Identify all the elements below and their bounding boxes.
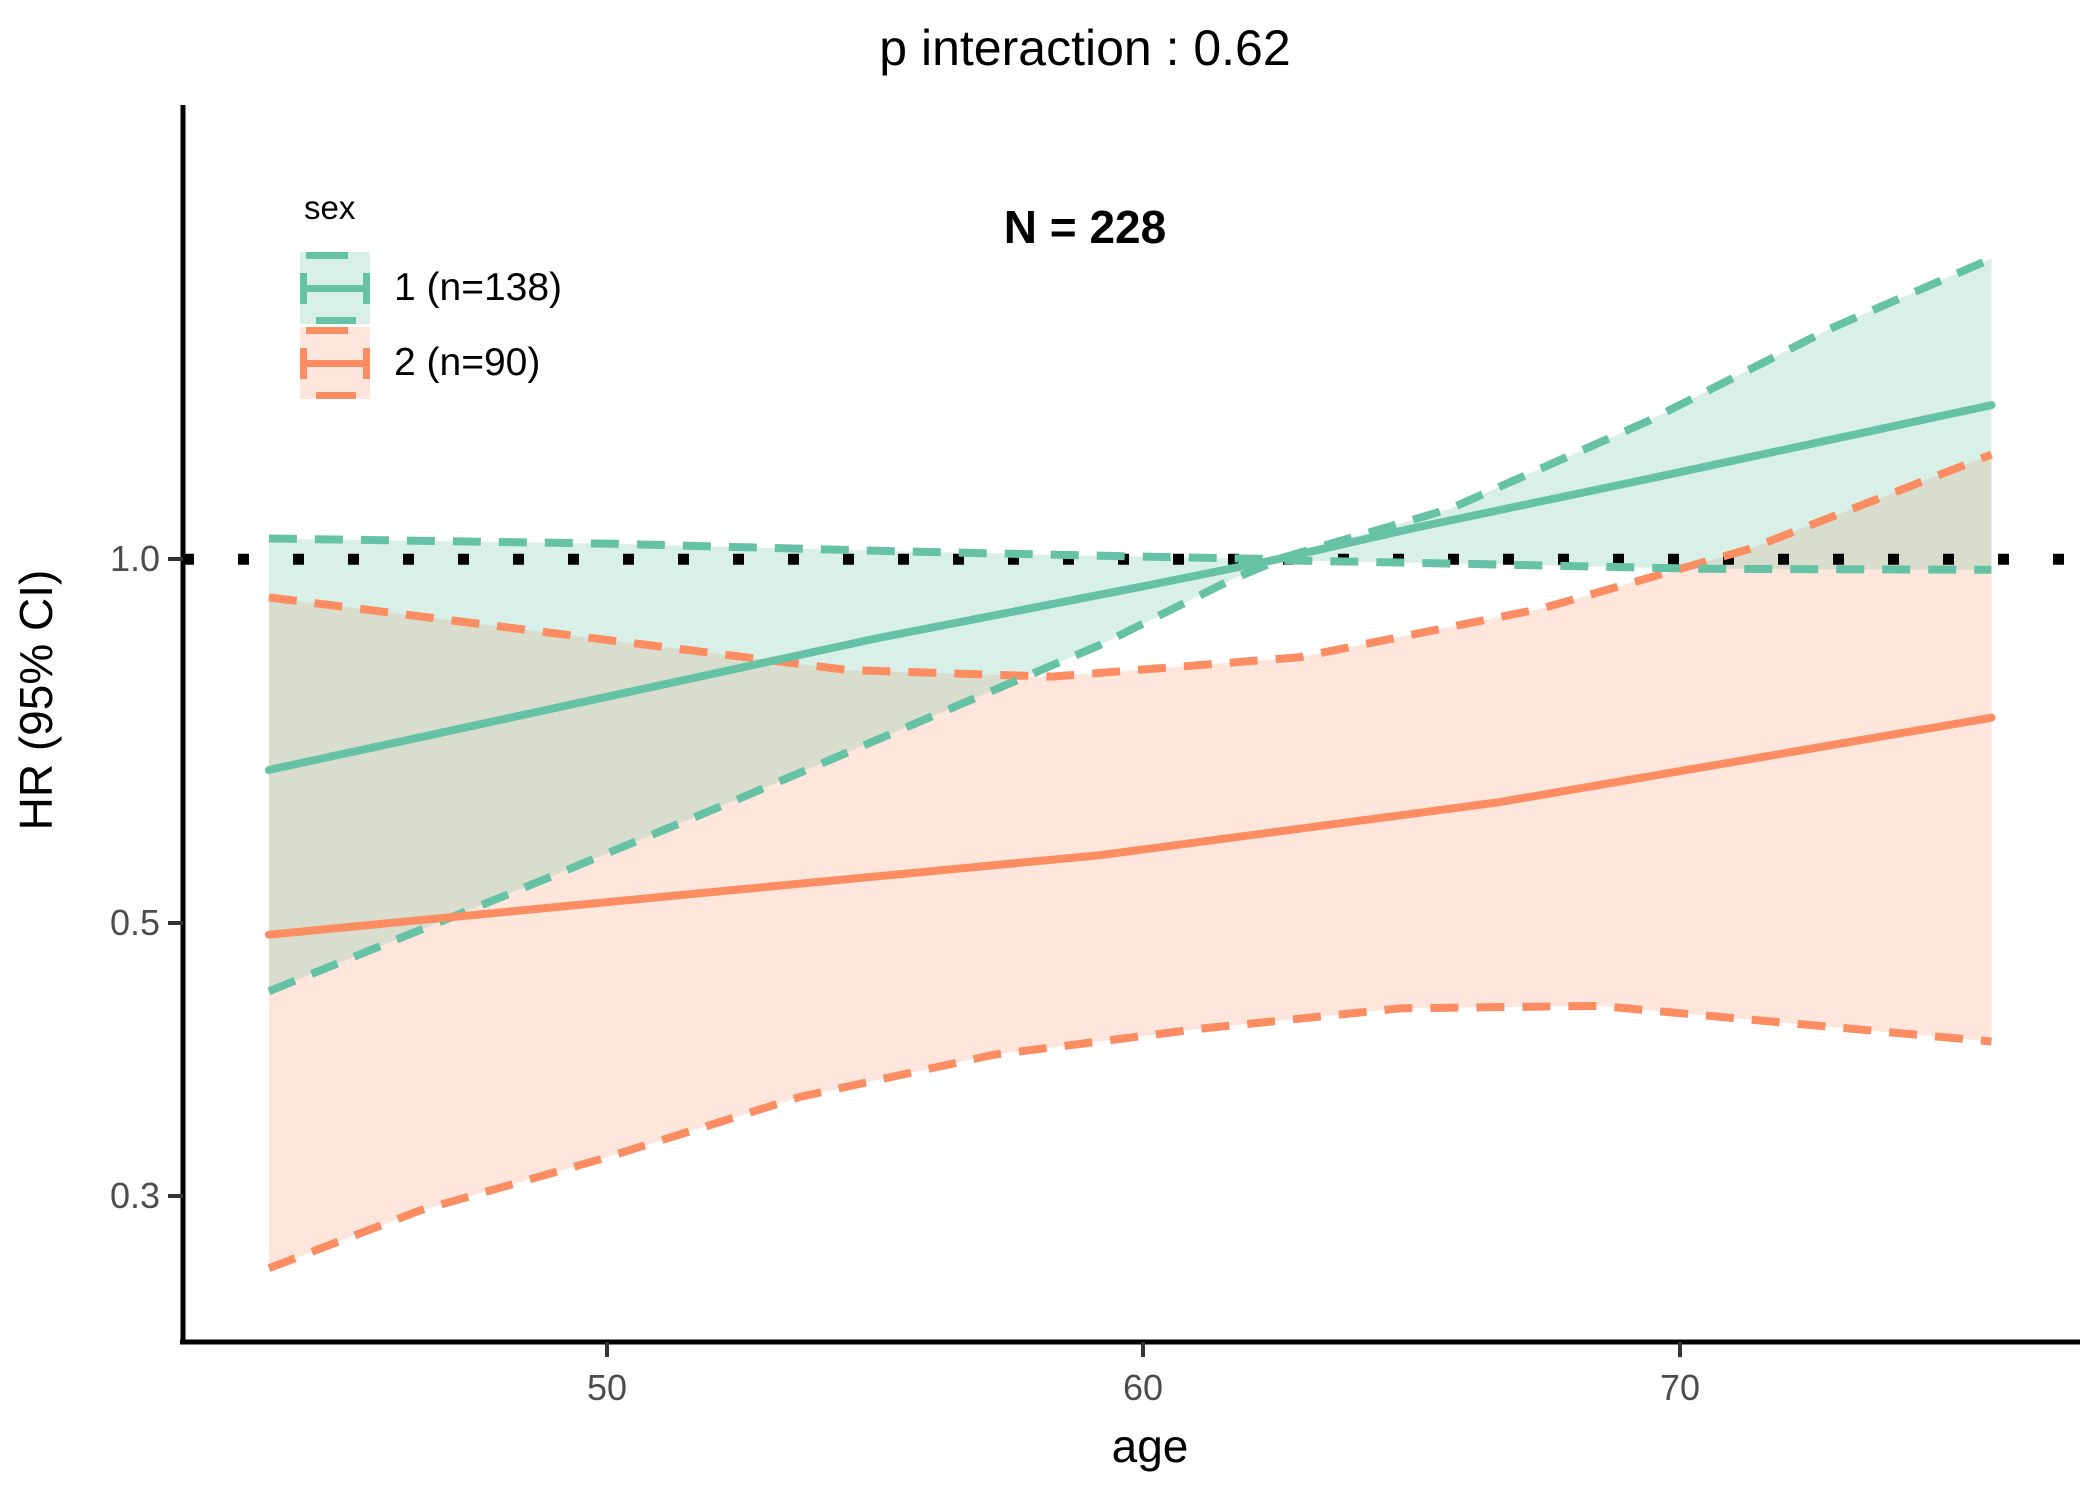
estimate-line-icon xyxy=(300,360,370,367)
estimate-line-icon xyxy=(300,285,370,292)
errorbar-cap-right-icon xyxy=(363,273,370,304)
y-tick-label-2: 0.5 xyxy=(110,902,160,943)
legend-label-sex2: 2 (n=90) xyxy=(394,341,541,384)
legend-key-sex2-icon xyxy=(300,327,370,399)
ci-lower-dashed-sex2 xyxy=(267,1001,1992,1272)
x-axis-title: age xyxy=(1112,1420,1189,1472)
plot-title: p interaction : 0.62 xyxy=(879,20,1290,76)
ribbon-lower-dash-icon xyxy=(316,392,356,399)
ci-upper-dashed-sex2 xyxy=(268,450,1993,681)
legend-label-sex1: 1 (n=138) xyxy=(394,266,563,309)
ribbon-lower-dash-icon xyxy=(316,317,356,324)
ci-ribbons xyxy=(268,258,1992,1269)
y-axis-title: HR (95% CI) xyxy=(10,570,62,831)
x-tick-label-60: 60 xyxy=(1123,1367,1163,1408)
ribbon-upper-dash-icon xyxy=(306,252,348,259)
y-tick-label-1: 1.0 xyxy=(110,538,160,579)
x-tick-label-70: 70 xyxy=(1660,1367,1700,1408)
hr-estimate-line-sex2 xyxy=(264,713,1996,939)
errorbar-cap-left-icon xyxy=(300,273,307,304)
y-tick-label-3: 0.3 xyxy=(110,1175,160,1216)
legend-item-sex2: 2 (n=90) xyxy=(300,327,562,399)
ci-upper-dashed-sex1 xyxy=(268,254,1994,564)
x-tick-label-50: 50 xyxy=(587,1367,627,1408)
errorbar-cap-left-icon xyxy=(300,348,307,379)
legend: sex 1 (n=138) 2 (n=90) xyxy=(300,188,562,402)
ci-lower-dashed-sex1 xyxy=(267,556,1992,996)
ci-ribbon-sex1 xyxy=(268,258,1992,992)
errorbar-cap-right-icon xyxy=(363,348,370,379)
legend-title: sex xyxy=(304,189,356,226)
legend-key-sex1-icon xyxy=(300,252,370,324)
legend-item-sex1: 1 (n=138) xyxy=(300,252,562,324)
ci-ribbon-sex2 xyxy=(268,454,1992,1269)
sample-size-annotation: N = 228 xyxy=(1004,201,1166,253)
estimate-lines xyxy=(264,401,1996,939)
ribbon-upper-dash-icon xyxy=(306,327,348,334)
hr-estimate-line-sex1 xyxy=(264,401,1996,774)
ci-border-lines xyxy=(267,254,1994,1272)
